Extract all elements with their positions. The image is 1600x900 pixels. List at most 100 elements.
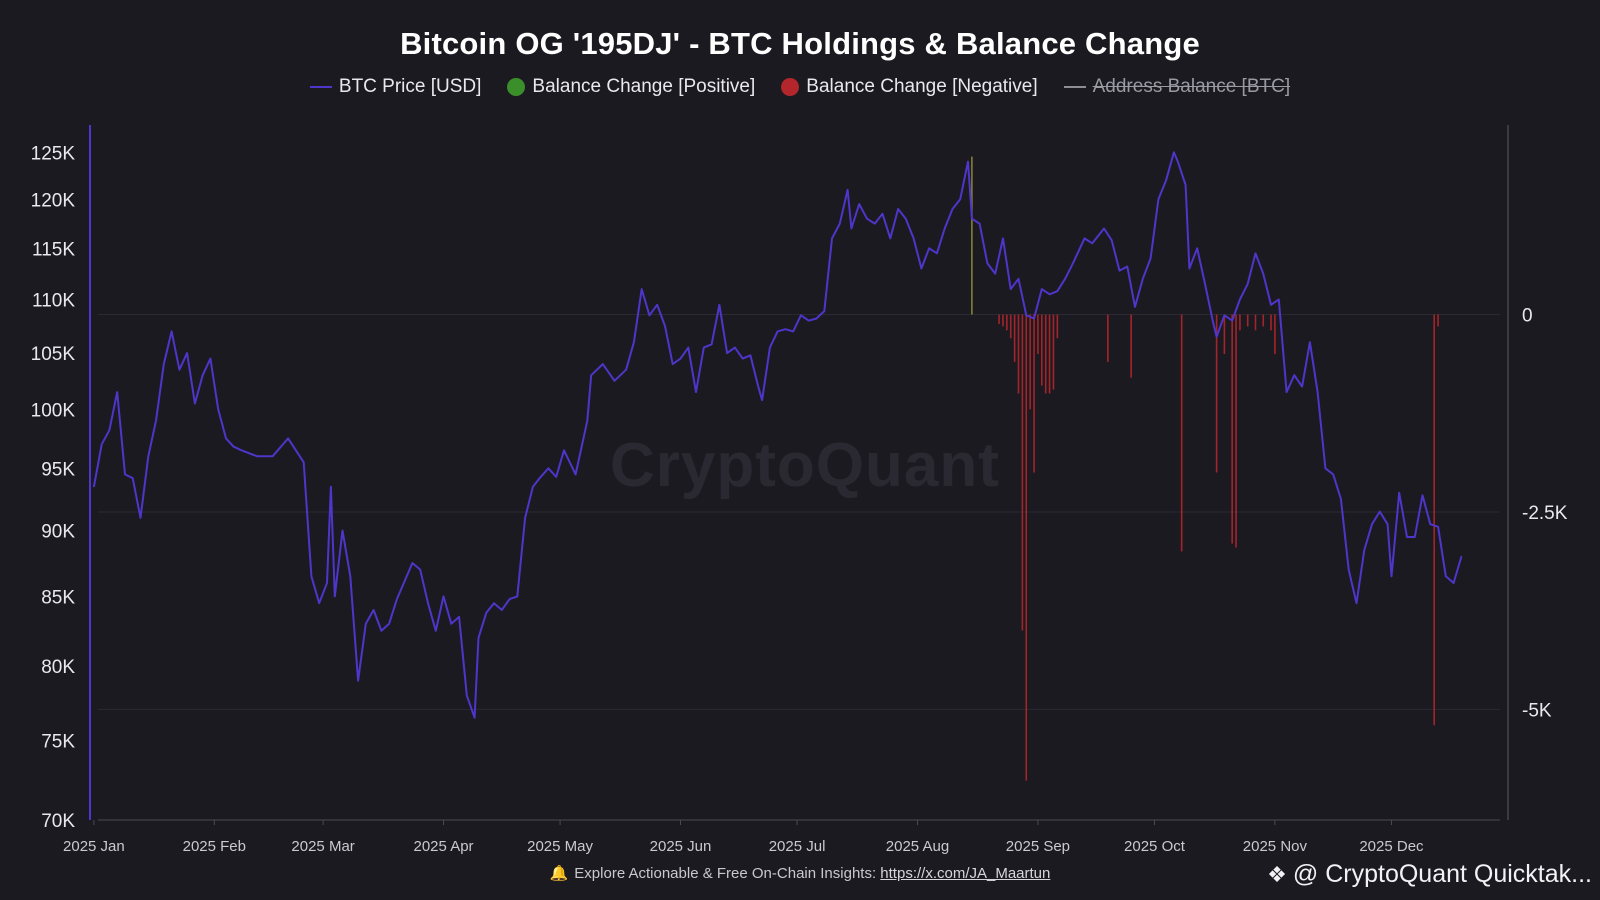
balance-change-negative-bar [1002, 314, 1004, 327]
btc-price-point [493, 602, 495, 604]
btc-price-point [155, 420, 157, 422]
legend-label: Balance Change [Positive] [532, 76, 756, 97]
btc-price-point [458, 616, 460, 618]
btc-price-point [419, 569, 421, 571]
btc-price-point [1429, 523, 1431, 525]
btc-price-point [1324, 467, 1327, 469]
btc-price-point [147, 455, 149, 457]
balance-change-positive-bar [971, 156, 973, 315]
btc-price-point [602, 363, 604, 365]
btc-price-point [516, 595, 518, 598]
btc-price-point [1204, 283, 1206, 285]
btc-price-point [524, 517, 526, 519]
btc-price-point [1048, 293, 1051, 295]
btc-price-point [1348, 569, 1350, 571]
btc-price-point [1072, 262, 1074, 265]
btc-price-point [271, 455, 274, 457]
btc-price-point [920, 267, 922, 270]
left-axis-tick-label: 80K [41, 657, 75, 678]
btc-price-point [951, 208, 954, 210]
btc-price-point [1340, 498, 1342, 500]
btc-price-point [800, 314, 802, 316]
btc-price-point [1309, 341, 1311, 343]
btc-price-point [944, 227, 946, 230]
left-axis-tick-label: 100K [31, 400, 76, 421]
btc-price-point [1216, 336, 1218, 338]
balance-change-negative-bar [1215, 314, 1218, 473]
right-axis-tick-label: 0 [1522, 306, 1533, 327]
btc-price-point [256, 455, 258, 457]
btc-price-point [1406, 536, 1408, 538]
btc-price-point [1083, 237, 1086, 239]
legend-item-address-balance[interactable]: Address Balance [BTC] [1063, 76, 1291, 98]
balance-change-negative-bar [1037, 314, 1039, 355]
legend-item-balance-positive[interactable]: Balance Change [Positive] [507, 76, 755, 98]
balance-change-negative-bar [1130, 314, 1132, 378]
btc-price-point [1017, 278, 1020, 280]
btc-price-point [625, 369, 627, 371]
btc-price-point [586, 420, 588, 422]
btc-price-point [959, 198, 961, 200]
btc-price-point [1363, 549, 1365, 551]
btc-price-point [1390, 575, 1393, 577]
btc-price-point [881, 213, 884, 215]
btc-price-point [1118, 269, 1121, 272]
btc-price-point [889, 237, 891, 239]
chart-title: Bitcoin OG '195DJ' - BTC Holdings & Bala… [400, 26, 1200, 61]
legend-item-btc-price[interactable]: BTC Price [USD] [309, 76, 481, 98]
balance-change-negative-bar [1048, 314, 1051, 394]
btc-price-point [936, 252, 938, 254]
balance-change-negative-bar [1006, 314, 1008, 331]
btc-price-point [1134, 306, 1136, 308]
btc-price-point [287, 437, 289, 440]
btc-price-point [124, 473, 126, 476]
btc-price-point [108, 429, 111, 431]
btc-price-point [1239, 298, 1241, 301]
btc-price-point [792, 330, 794, 332]
btc-price-point [1010, 288, 1012, 290]
balance-change-negative-bar [1231, 314, 1233, 544]
btc-price-point [93, 486, 95, 488]
btc-price-point [1278, 298, 1280, 301]
btc-price-point [687, 347, 689, 349]
balance-change-negative-bar [1017, 314, 1020, 394]
btc-price-point [1437, 526, 1439, 528]
balance-change-bars [971, 156, 1439, 781]
btc-price-point [1212, 320, 1214, 322]
x-axis-tick-label: 2025 Aug [886, 838, 949, 855]
left-axis-tick-label: 125K [31, 143, 76, 164]
balance-change-negative-bar [1025, 314, 1028, 781]
btc-price-point [225, 437, 227, 440]
btc-price-point [139, 517, 142, 519]
right-axis-tick-label: -2.5K [1522, 503, 1568, 524]
btc-price-point [994, 273, 996, 275]
btc-price-point [474, 717, 476, 719]
btc-price-point [710, 343, 713, 345]
btc-price-point [411, 562, 414, 564]
btc-price-point [477, 637, 480, 639]
brand-text: @ CryptoQuant Quicktak... [1292, 860, 1592, 888]
btc-price-point [734, 347, 736, 349]
footer-link[interactable]: https://x.com/JA_Maartun [880, 865, 1051, 882]
btc-price-point [928, 247, 930, 249]
x-axis-tick-label: 2025 May [527, 838, 593, 855]
btc-price-point [194, 402, 196, 405]
btc-price-point [101, 443, 103, 445]
legend-label: Balance Change [Negative] [806, 76, 1038, 97]
left-axis-tick-label: 85K [41, 587, 75, 608]
btc-price-point [897, 208, 899, 210]
btc-price-point [613, 380, 616, 382]
btc-price-point [442, 595, 445, 598]
btc-price-point [555, 476, 557, 478]
balance-change-negative-bar [1029, 314, 1031, 410]
x-axis-tick-label: 2025 Jun [650, 838, 712, 855]
legend-label: Address Balance [BTC] [1092, 76, 1291, 97]
btc-price-point [1223, 314, 1225, 316]
btc-price-point [672, 363, 674, 365]
btc-price-point [905, 218, 907, 220]
btc-price-point [769, 347, 771, 349]
btc-price-point [633, 341, 635, 343]
legend-item-balance-negative[interactable]: Balance Change [Negative] [781, 76, 1038, 98]
right-axis-tick-label: -5K [1522, 700, 1552, 721]
legend-line-icon [309, 86, 332, 88]
